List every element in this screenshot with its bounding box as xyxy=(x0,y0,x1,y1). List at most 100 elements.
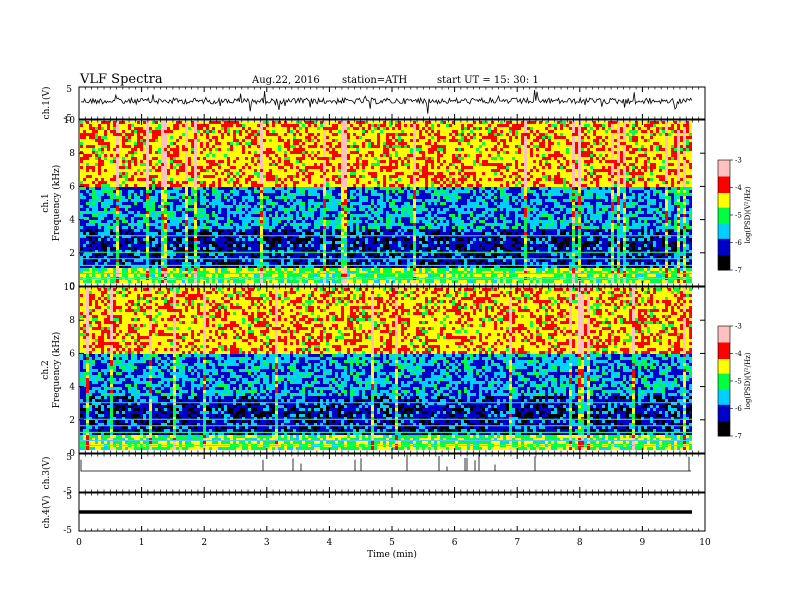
spectrogram-cell xyxy=(143,148,146,151)
spectrogram-cell xyxy=(221,232,224,235)
spectrogram-cell xyxy=(251,241,254,244)
spectrogram-cell xyxy=(170,169,173,172)
spectrogram-cell xyxy=(125,145,128,148)
spectrogram-cell xyxy=(182,262,185,265)
spectrogram-cell xyxy=(92,187,95,190)
spectrogram-cell xyxy=(119,280,122,283)
spectrogram-cell xyxy=(245,232,248,235)
spectrogram-cell xyxy=(179,187,182,190)
spectrogram-cell xyxy=(176,184,179,187)
spectrogram-cell xyxy=(131,202,134,205)
spectrogram-cell xyxy=(191,259,194,262)
spectrogram-cell xyxy=(197,151,200,154)
spectrogram-cell xyxy=(218,232,221,235)
spectrogram-cell xyxy=(215,232,218,235)
spectrogram-cell xyxy=(164,157,167,160)
spectrogram-cell xyxy=(248,259,251,262)
spectrogram-cell xyxy=(236,214,239,217)
spectrogram-cell xyxy=(125,124,128,127)
spectrogram-cell xyxy=(215,166,218,169)
spectrogram-cell xyxy=(149,229,152,232)
spectrogram-cell xyxy=(155,196,158,199)
spectrogram-cell xyxy=(80,142,83,145)
spectrogram-cell xyxy=(86,199,89,202)
spectrogram-cell xyxy=(80,208,83,211)
spectrogram-cell xyxy=(260,157,263,160)
spectrogram-cell xyxy=(101,220,104,223)
spectrogram-cell xyxy=(110,163,113,166)
spectrogram-cell xyxy=(215,211,218,214)
spectrogram-cell xyxy=(218,196,221,199)
spectrogram-cell xyxy=(83,259,86,262)
spectrogram-cell xyxy=(143,181,146,184)
spectrogram-cell xyxy=(200,229,203,232)
spectrogram-cell xyxy=(263,196,266,199)
spectrogram-cell xyxy=(134,223,137,226)
spectrogram-cell xyxy=(149,181,152,184)
spectrogram-cell xyxy=(89,232,92,235)
spectrogram-cell xyxy=(116,181,119,184)
spectrogram-cell xyxy=(233,217,236,220)
spectrogram-cell xyxy=(125,232,128,235)
spectrogram-cell xyxy=(173,244,176,247)
spectrogram-cell xyxy=(236,148,239,151)
spectrogram-cell xyxy=(254,274,257,277)
spectrogram-cell xyxy=(107,232,110,235)
spectrogram-cell xyxy=(107,262,110,265)
spectrogram-cell xyxy=(116,229,119,232)
spectrogram-cell xyxy=(134,124,137,127)
spectrogram-cell xyxy=(215,160,218,163)
spectrogram-cell xyxy=(260,130,263,133)
spectrogram-cell xyxy=(122,280,125,283)
spectrogram-cell xyxy=(140,193,143,196)
spectrogram-cell xyxy=(206,187,209,190)
spectrogram-cell xyxy=(218,178,221,181)
spectrogram-cell xyxy=(254,175,257,178)
spectrogram-cell xyxy=(236,121,239,124)
spectrogram-cell xyxy=(116,151,119,154)
spectrogram-cell xyxy=(131,127,134,130)
spectrogram-cell xyxy=(212,241,215,244)
spectrogram-cell xyxy=(116,247,119,250)
spectrogram-cell xyxy=(206,232,209,235)
spectrogram-cell xyxy=(224,181,227,184)
spectrogram-cell xyxy=(140,253,143,256)
spectrogram-cell xyxy=(176,274,179,277)
spectrogram-cell xyxy=(209,220,212,223)
spectrogram-cell xyxy=(161,274,164,277)
spectrogram-cell xyxy=(131,121,134,124)
spectrogram-cell xyxy=(104,121,107,124)
spectrogram-cell xyxy=(188,253,191,256)
spectrogram-cell xyxy=(134,184,137,187)
spectrogram-cell xyxy=(155,184,158,187)
spectrogram-cell xyxy=(254,124,257,127)
spectrogram-cell xyxy=(185,268,188,271)
spectrogram-cell xyxy=(167,208,170,211)
spectrogram-cell xyxy=(239,232,242,235)
spectrogram-cell xyxy=(182,244,185,247)
spectrogram-cell xyxy=(107,193,110,196)
spectrogram-cell xyxy=(230,223,233,226)
spectrogram-cell xyxy=(230,280,233,283)
spectrogram-cell xyxy=(125,175,128,178)
spectrogram-cell xyxy=(107,244,110,247)
spectrogram-cell xyxy=(143,130,146,133)
spectrogram-cell xyxy=(98,238,101,241)
spectrogram-cell xyxy=(224,223,227,226)
spectrogram-cell xyxy=(203,166,206,169)
spectrogram-cell xyxy=(101,139,104,142)
spectrogram-cell xyxy=(104,232,107,235)
spectrogram-cell xyxy=(119,178,122,181)
spectrogram-cell xyxy=(128,220,131,223)
spectrogram-cell xyxy=(224,211,227,214)
spectrogram-cell xyxy=(203,151,206,154)
spectrogram-cell xyxy=(218,202,221,205)
spectrogram-cell xyxy=(164,184,167,187)
spectrogram-cell xyxy=(170,145,173,148)
spectrogram-cell xyxy=(155,238,158,241)
spectrogram-cell xyxy=(149,190,152,193)
spectrogram-cell xyxy=(113,205,116,208)
spectrogram-cell xyxy=(113,127,116,130)
spectrogram-cell xyxy=(242,172,245,175)
spectrogram-cell xyxy=(116,175,119,178)
